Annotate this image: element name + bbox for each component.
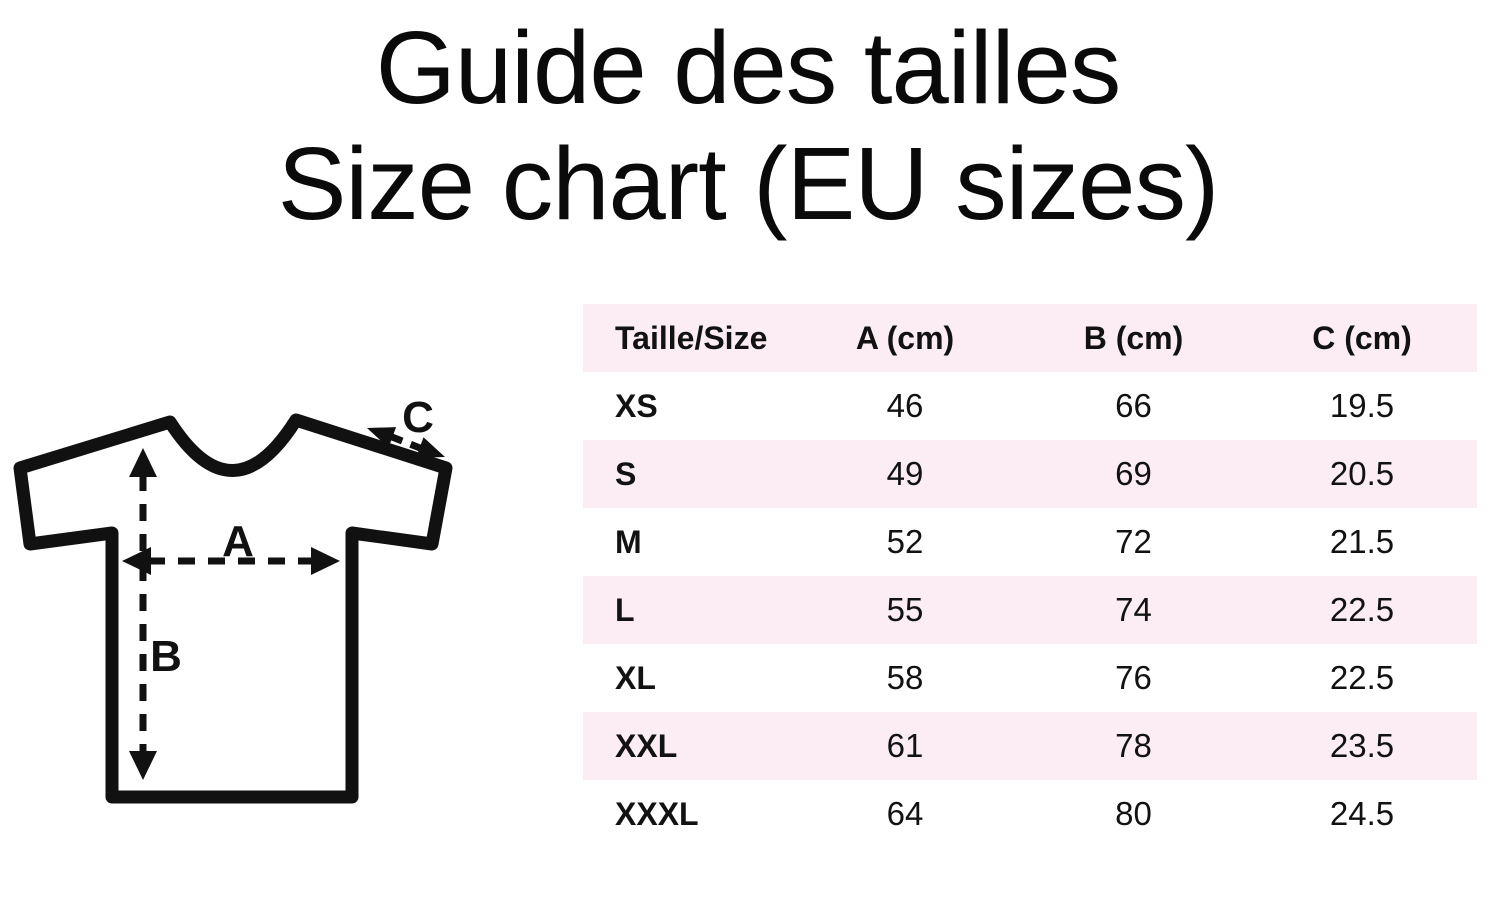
- value-b: 74: [1115, 591, 1152, 628]
- value-c: 24.5: [1329, 795, 1395, 832]
- size-label: S: [615, 455, 637, 492]
- page-title: Guide des tailles Size chart (EU sizes): [0, 10, 1496, 242]
- value-c: 19.5: [1329, 387, 1395, 424]
- value-c: 21.5: [1329, 523, 1395, 560]
- tshirt-outline-icon: [13, 413, 453, 804]
- page-title-line2: Size chart (EU sizes): [277, 126, 1220, 241]
- value-b: 69: [1115, 455, 1152, 492]
- size-label: XL: [615, 659, 656, 696]
- size-label: XXXL: [615, 795, 699, 832]
- size-table: Taille/Size A (cm) B (cm) C (cm) XS 46 6…: [583, 304, 1477, 848]
- tshirt-measurement-diagram: A B C: [13, 393, 453, 804]
- size-label: XS: [615, 387, 658, 424]
- value-b: 66: [1115, 387, 1152, 424]
- value-b: 76: [1115, 659, 1152, 696]
- table-row-xxl: XXL 61 78 23.5: [583, 712, 1477, 780]
- value-a: 52: [886, 523, 924, 560]
- column-header-b: B (cm): [1083, 319, 1184, 356]
- column-header-size: Taille/Size: [615, 319, 768, 356]
- table-row-l: L 55 74 22.5: [583, 576, 1477, 644]
- measurement-label-c: C: [402, 393, 434, 442]
- measurement-label-a: A: [222, 517, 254, 566]
- value-a: 58: [886, 659, 924, 696]
- value-a: 46: [886, 387, 924, 424]
- table-row-xl: XL 58 76 22.5: [583, 644, 1477, 712]
- value-a: 61: [886, 727, 924, 764]
- value-a: 55: [886, 591, 924, 628]
- size-label: XXL: [615, 727, 678, 764]
- page-title-line1: Guide des tailles: [375, 10, 1122, 125]
- table-row-s: S 49 69 20.5: [583, 440, 1477, 508]
- value-c: 22.5: [1329, 591, 1395, 628]
- measurement-arrow-c-icon: [367, 427, 445, 458]
- value-c: 22.5: [1329, 659, 1395, 696]
- value-a: 64: [886, 795, 924, 832]
- value-b: 78: [1115, 727, 1152, 764]
- column-header-a: A (cm): [855, 319, 955, 356]
- table-row-xxxl: XXXL 64 80 24.5: [583, 780, 1477, 848]
- value-b: 80: [1115, 795, 1152, 832]
- column-header-c: C (cm): [1312, 319, 1412, 356]
- measurement-arrow-b-icon: [129, 448, 157, 780]
- value-c: 23.5: [1329, 727, 1395, 764]
- table-row-m: M 52 72 21.5: [583, 508, 1477, 576]
- size-label: M: [615, 523, 642, 560]
- size-label: L: [615, 591, 635, 628]
- value-c: 20.5: [1329, 455, 1395, 492]
- table-header-row: Taille/Size A (cm) B (cm) C (cm): [583, 304, 1477, 372]
- measurement-label-b: B: [150, 632, 182, 681]
- value-a: 49: [886, 455, 924, 492]
- table-row-xs: XS 46 66 19.5: [583, 372, 1477, 440]
- value-b: 72: [1115, 523, 1152, 560]
